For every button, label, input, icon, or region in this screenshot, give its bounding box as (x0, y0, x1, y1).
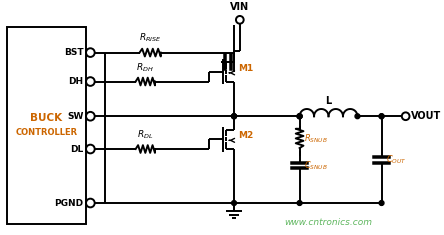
Circle shape (232, 114, 237, 119)
Text: VOUT: VOUT (410, 111, 441, 121)
Circle shape (232, 114, 237, 119)
Text: DH: DH (68, 77, 83, 86)
Circle shape (297, 114, 302, 119)
Text: VIN: VIN (230, 2, 250, 12)
Text: M1: M1 (238, 63, 253, 73)
Circle shape (232, 201, 237, 205)
Circle shape (379, 201, 384, 205)
Text: CONTROLLER: CONTROLLER (16, 128, 78, 137)
Text: BST: BST (64, 48, 83, 57)
Text: $R_{DL}$: $R_{DL}$ (137, 129, 154, 141)
FancyBboxPatch shape (8, 27, 86, 224)
Circle shape (355, 114, 360, 119)
Circle shape (297, 114, 302, 119)
Text: BUCK: BUCK (31, 113, 63, 123)
Text: $R_{SNUB}$: $R_{SNUB}$ (305, 132, 328, 145)
Text: M2: M2 (238, 131, 253, 140)
Circle shape (297, 201, 302, 205)
Text: $R_{RISE}$: $R_{RISE}$ (139, 31, 162, 44)
Text: DL: DL (70, 145, 83, 153)
Text: $R_{DH}$: $R_{DH}$ (136, 61, 154, 74)
Circle shape (297, 114, 302, 119)
Text: www.cntronics.com: www.cntronics.com (285, 218, 373, 227)
Text: PGND: PGND (55, 199, 83, 208)
Text: L: L (325, 96, 332, 106)
Circle shape (379, 114, 384, 119)
Text: $C_{OUT}$: $C_{OUT}$ (386, 153, 407, 166)
Text: SW: SW (67, 112, 83, 121)
Circle shape (379, 114, 384, 119)
Circle shape (232, 114, 237, 119)
Text: $C_{SNUB}$: $C_{SNUB}$ (305, 159, 328, 172)
